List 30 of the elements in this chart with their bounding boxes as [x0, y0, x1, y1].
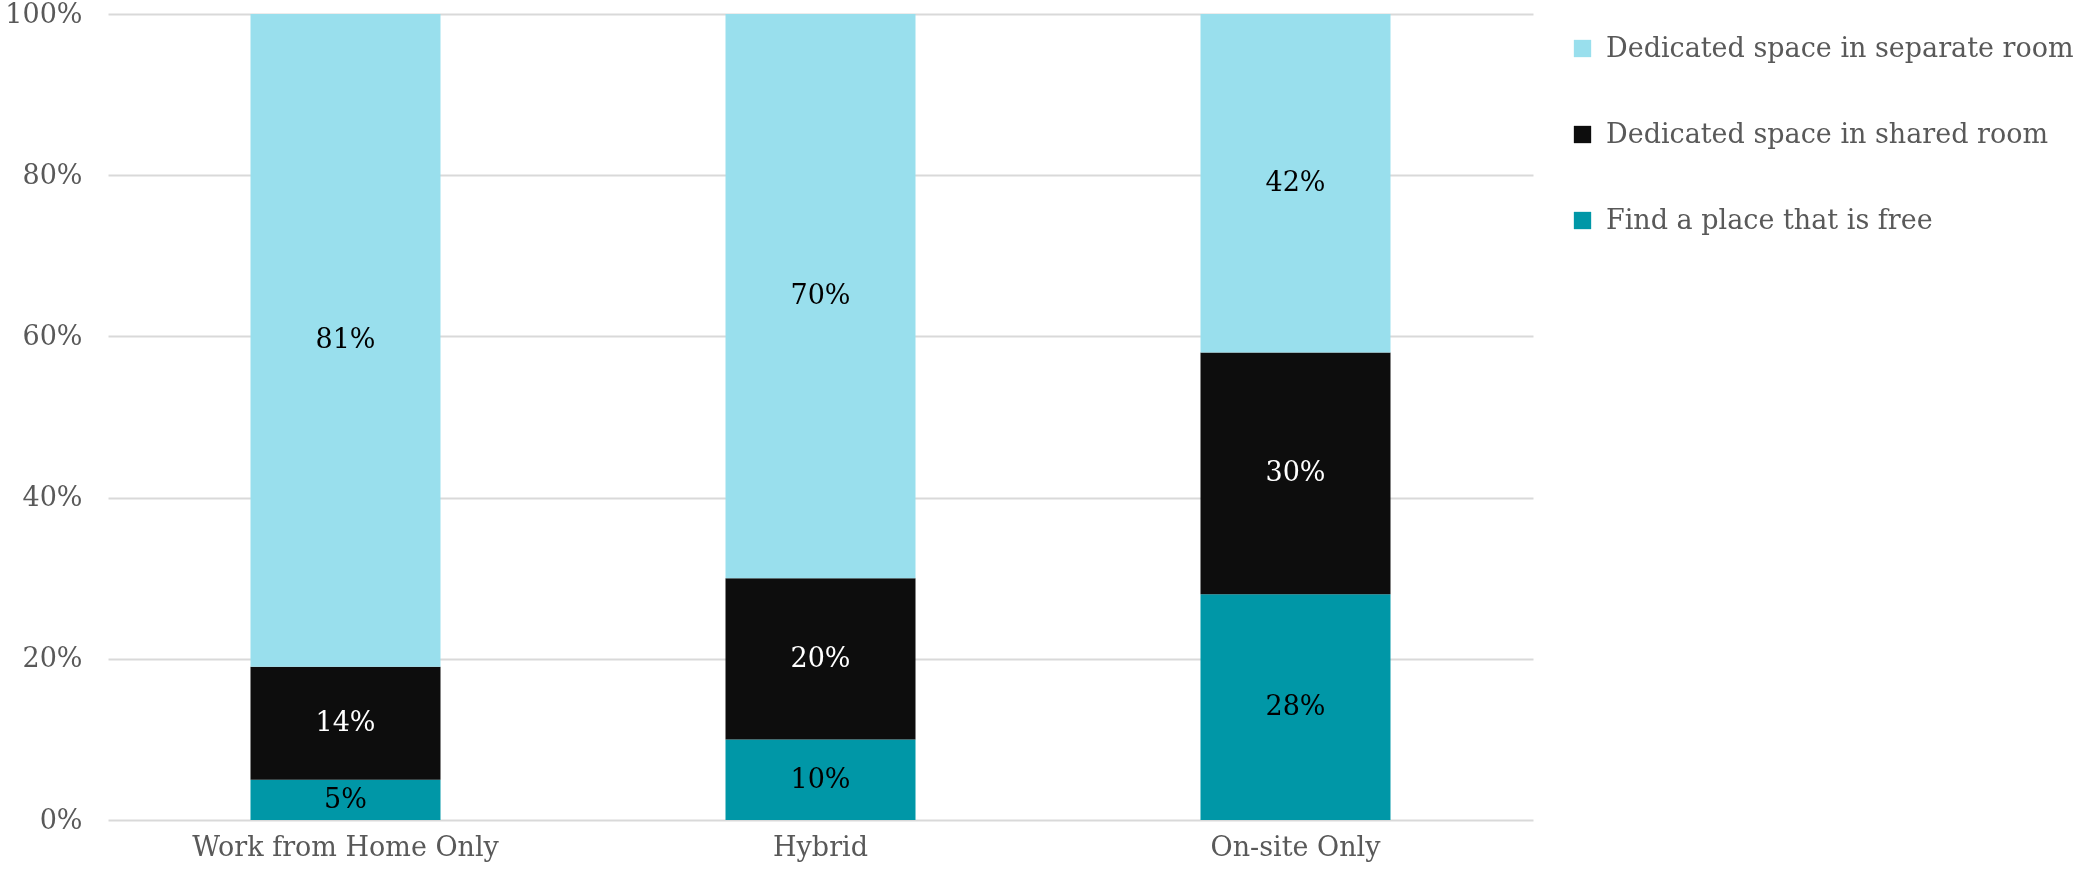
- legend-label: Dedicated space in shared room: [1606, 117, 2049, 149]
- x-tick-label: On-site Only: [1210, 830, 1382, 862]
- y-tick-label: 40%: [22, 481, 83, 513]
- bar: [725, 14, 916, 579]
- legend-label: Find a place that is free: [1606, 203, 1933, 235]
- data-label: 5%: [324, 782, 367, 814]
- bar: [1200, 352, 1391, 595]
- bar: [725, 578, 916, 740]
- data-label: 28%: [1265, 690, 1326, 722]
- bar: [250, 779, 441, 820]
- y-tick-label: 100%: [5, 0, 83, 29]
- data-label: 42%: [1265, 166, 1326, 198]
- bar: [1200, 14, 1391, 353]
- bar: [250, 666, 441, 780]
- bar: [1200, 594, 1391, 820]
- bar: [250, 14, 441, 667]
- data-label: 10%: [790, 762, 851, 794]
- data-label: 30%: [1265, 456, 1326, 488]
- y-tick-label: 60%: [22, 319, 83, 351]
- data-label: 14%: [315, 706, 376, 738]
- y-tick-label: 20%: [22, 642, 83, 674]
- x-tick-label: Work from Home Only: [192, 830, 500, 862]
- bar: [725, 739, 916, 820]
- data-label: 20%: [790, 641, 851, 673]
- legend-label: Dedicated space in separate room: [1606, 31, 2073, 63]
- data-label: 70%: [790, 279, 851, 311]
- y-tick-label: 0%: [39, 803, 83, 835]
- y-tick-label: 80%: [22, 158, 83, 190]
- x-tick-label: Hybrid: [773, 830, 868, 862]
- data-label: 81%: [315, 323, 376, 355]
